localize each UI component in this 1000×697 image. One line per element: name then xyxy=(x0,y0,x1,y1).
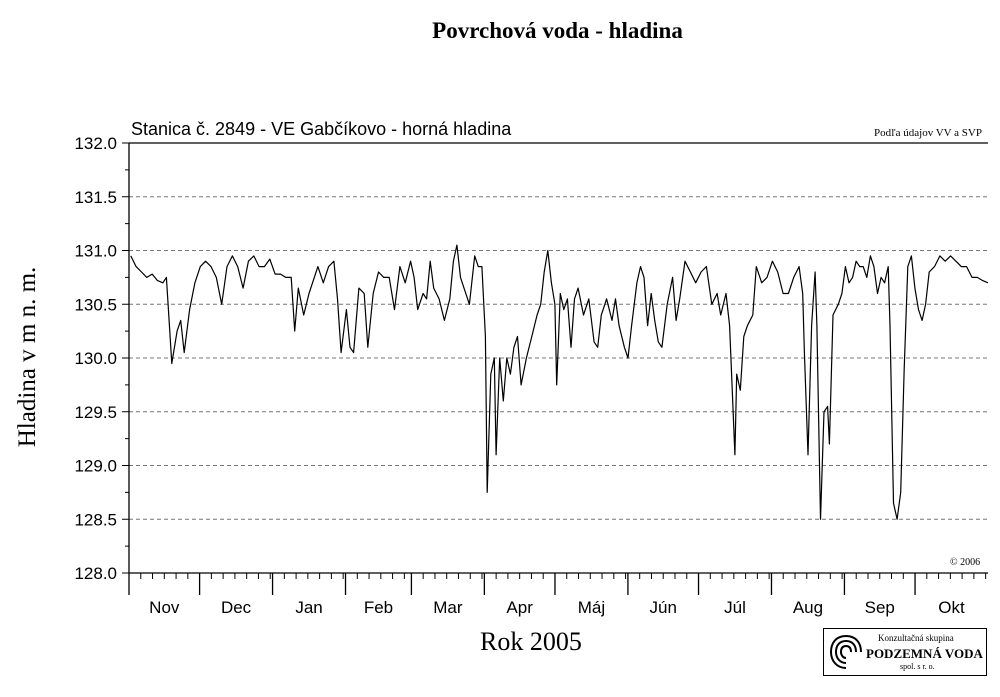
y-tick-label: 132.0 xyxy=(74,134,117,153)
x-tick-label: Máj xyxy=(578,598,605,617)
series-line xyxy=(130,244,989,520)
x-tick-label: Jan xyxy=(295,598,322,617)
x-tick-label: Aug xyxy=(793,598,823,617)
y-tick-label: 130.5 xyxy=(74,295,117,314)
y-axis-label: Hladina v m n. m. xyxy=(14,266,41,448)
x-tick-label: Sep xyxy=(865,598,895,617)
chart-subtitle: Stanica č. 2849 - VE Gabčíkovo - horná h… xyxy=(131,119,512,139)
logo-mark-icon xyxy=(829,635,862,669)
y-tick-label: 129.5 xyxy=(74,403,117,422)
x-tick-label: Okt xyxy=(938,598,965,617)
x-axis-ticks: Nov Dec Jan Feb Mar Apr Máj Jún Júl Aug Sep Okt xyxy=(128,573,987,617)
source-note: Podľa údajov VV a SVP xyxy=(874,127,982,139)
y-tick-label: 131.5 xyxy=(74,188,117,207)
x-axis-label: Rok 2005 xyxy=(480,627,582,656)
grid-lines xyxy=(129,196,988,520)
x-tick-label: Júl xyxy=(724,598,746,617)
x-tick-label: Feb xyxy=(364,598,393,617)
y-tick-label: 128.5 xyxy=(74,510,117,529)
logo-line-1: Konzultačná skupina xyxy=(878,633,954,643)
x-tick-label: Nov xyxy=(149,598,180,617)
y-tick-label: 129.0 xyxy=(74,457,117,476)
y-tick-label: 131.0 xyxy=(74,242,117,261)
y-tick-label: 128.0 xyxy=(74,564,117,583)
copyright-note: © 2006 xyxy=(950,557,981,568)
page-title: Povrchová voda - hladina xyxy=(432,18,683,43)
series-layer xyxy=(130,244,989,520)
x-tick-label: Jún xyxy=(650,598,677,617)
logo-line-3: spol. s r. o. xyxy=(900,662,935,671)
logo-line-2: PODZEMNÁ VODA xyxy=(866,646,983,661)
x-tick-label: Dec xyxy=(221,598,252,617)
y-axis-ticks: 128.0 128.5 129.0 129.5 130.0 130.5 131.0 131.5… xyxy=(74,134,129,583)
x-tick-label: Apr xyxy=(506,598,533,617)
x-tick-label: Mar xyxy=(433,598,463,617)
company-logo: Konzultačná skupina PODZEMNÁ VODA spol. … xyxy=(823,628,987,676)
y-tick-label: 130.0 xyxy=(74,349,117,368)
